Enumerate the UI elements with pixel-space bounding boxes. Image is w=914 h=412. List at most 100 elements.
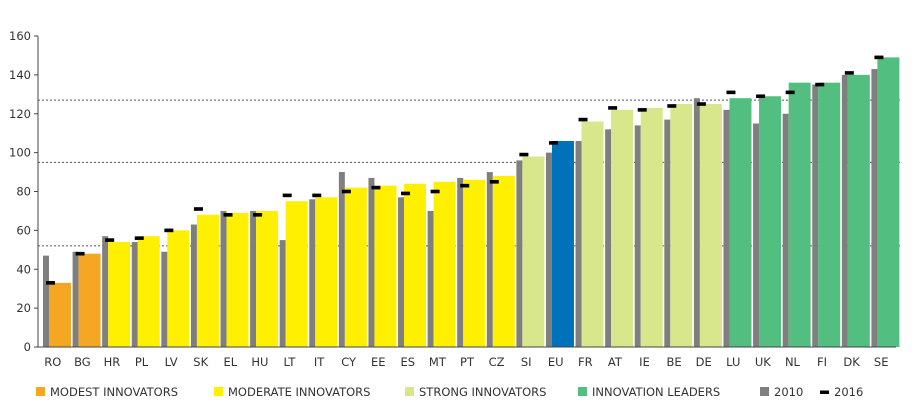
y-tick-label: 20: [16, 301, 31, 315]
x-tick-label: IE: [639, 355, 650, 369]
x-tick-label: SE: [874, 355, 889, 369]
bar-2010: [545, 152, 552, 347]
bar-group: [581, 121, 604, 348]
bar-2010: [516, 160, 523, 347]
bar-2010: [102, 236, 109, 347]
marker-2016: [193, 207, 203, 211]
x-tick-label: SK: [193, 355, 208, 369]
legend-swatch: [578, 387, 587, 396]
legend-swatch: [405, 387, 414, 396]
x-tick-label: IT: [314, 355, 325, 369]
x-tick-label: ES: [401, 355, 416, 369]
bar-2010: [161, 251, 168, 347]
marker-2016: [785, 90, 795, 95]
x-tick-label: NL: [785, 355, 801, 369]
marker-2016: [489, 179, 499, 184]
bar-2010: [220, 210, 227, 347]
bar-group: [433, 181, 456, 347]
bar-2010: [782, 113, 789, 347]
x-tick-label: RO: [44, 355, 61, 369]
marker-2016: [756, 94, 766, 99]
bar-group: [847, 74, 870, 347]
bar-2010: [279, 240, 286, 347]
bar-2010: [368, 177, 375, 347]
marker-2016: [637, 108, 647, 112]
x-tick-label: EE: [371, 355, 386, 369]
marker-2016: [726, 90, 736, 95]
x-tick-label: LT: [284, 355, 297, 369]
bar-2010: [250, 210, 257, 347]
marker-2016: [844, 71, 854, 75]
bar-group: [877, 57, 900, 347]
x-tick-label: HU: [251, 355, 268, 369]
legend-label: MODEST INNOVATORS: [50, 385, 178, 399]
bar-group: [670, 104, 693, 347]
legend-swatch: [214, 387, 223, 396]
bar-group: [492, 175, 515, 347]
legend-label: 2010: [774, 385, 803, 399]
bar-group: [196, 214, 219, 347]
marker-2016: [312, 193, 322, 198]
bar-group: [285, 201, 308, 347]
bar-group: [818, 82, 841, 348]
x-tick-label: AT: [608, 355, 623, 369]
legend: MODEST INNOVATORS MODERATE INNOVATORS STRO…: [36, 385, 863, 399]
bar-2010: [664, 119, 671, 347]
marker-2016: [696, 102, 706, 106]
x-tick-label: MT: [429, 355, 447, 369]
bar-group: [374, 185, 397, 347]
legend-swatch: [760, 387, 769, 396]
x-tick-label: UK: [755, 355, 771, 369]
legend-swatch: [36, 387, 45, 396]
x-tick-label: FI: [817, 355, 827, 369]
bar-group: [522, 156, 545, 347]
marker-2016: [164, 228, 174, 233]
bar-group: [78, 253, 101, 347]
x-tick-label: PT: [460, 355, 475, 369]
bar-2010: [753, 123, 760, 347]
y-tick-label: 120: [9, 107, 31, 121]
bar-2010: [605, 129, 612, 347]
bar-2010: [486, 172, 493, 347]
y-tick-label: 160: [9, 29, 31, 43]
bar-group: [108, 242, 131, 347]
legend-label: STRONG INNOVATORS: [419, 385, 546, 399]
bar-2010: [43, 255, 49, 347]
bar-group: [729, 98, 752, 347]
x-tick-label: PL: [135, 355, 149, 369]
bar-2010: [338, 172, 345, 347]
marker-2016: [46, 281, 55, 285]
x-tick-label: FR: [578, 355, 593, 369]
bar-2010: [812, 84, 819, 347]
x-tick-label: CY: [341, 355, 357, 369]
marker-2016: [223, 213, 233, 217]
bar-group: [226, 212, 249, 347]
bar-2010: [398, 197, 405, 347]
marker-2016: [608, 106, 618, 110]
axes: RO BG HR PL LV SK EL HU LT IT CY EE ES MT PT CZ SI EU FR AT…: [9, 29, 896, 369]
marker-2016: [548, 141, 558, 145]
marker-2016: [667, 104, 677, 108]
x-tick-label: DE: [696, 355, 712, 369]
legend-marker: [820, 390, 829, 394]
bar-group: [49, 282, 71, 347]
bar-2010: [634, 125, 641, 347]
bar-2010: [457, 177, 464, 347]
y-tick-label: 0: [24, 340, 31, 354]
x-tick-label: CZ: [489, 355, 505, 369]
bars: [43, 55, 900, 348]
marker-2016: [134, 236, 144, 240]
marker-2016: [578, 117, 588, 122]
marker-2016: [815, 82, 825, 87]
marker-2016: [519, 152, 529, 157]
bar-group: [759, 96, 782, 347]
y-tick-label: 80: [16, 185, 31, 199]
y-tick-label: 40: [16, 262, 31, 276]
bar-group: [315, 197, 338, 347]
x-tick-label: BE: [667, 355, 682, 369]
x-tick-label: BG: [74, 355, 91, 369]
x-tick-label: HR: [104, 355, 121, 369]
bar-group: [344, 187, 367, 347]
x-tick-label: DK: [843, 355, 860, 369]
marker-2016: [253, 213, 263, 217]
